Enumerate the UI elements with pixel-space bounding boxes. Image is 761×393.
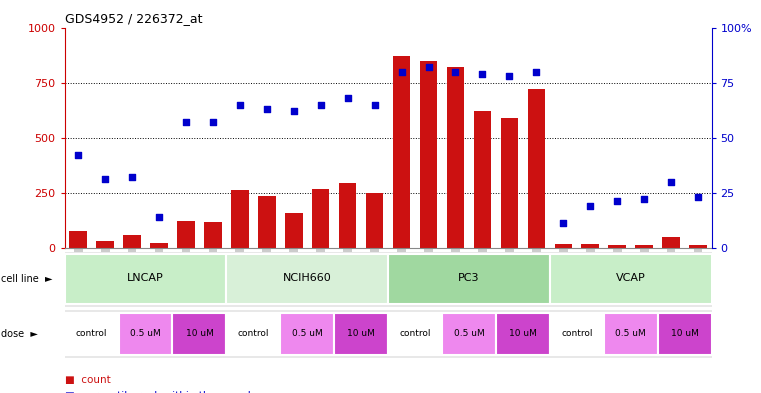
- Bar: [150, 243, 167, 248]
- Text: control: control: [237, 329, 269, 338]
- Point: [665, 178, 677, 185]
- Bar: [280, 313, 334, 355]
- Bar: [473, 111, 491, 248]
- Bar: [420, 61, 438, 248]
- Bar: [689, 245, 707, 248]
- Point: [557, 220, 569, 226]
- Bar: [258, 196, 275, 248]
- Text: control: control: [400, 329, 431, 338]
- Bar: [635, 245, 653, 248]
- Bar: [609, 245, 626, 248]
- Point: [638, 196, 650, 202]
- Text: LNCAP: LNCAP: [127, 273, 164, 283]
- Point: [396, 68, 408, 75]
- Text: 0.5 uM: 0.5 uM: [130, 329, 161, 338]
- Bar: [501, 118, 518, 248]
- Point: [692, 194, 704, 200]
- Bar: [231, 190, 249, 248]
- Point: [72, 152, 84, 158]
- Text: 10 uM: 10 uM: [347, 329, 375, 338]
- Bar: [366, 193, 384, 248]
- Point: [180, 119, 192, 125]
- Text: 10 uM: 10 uM: [670, 329, 699, 338]
- Point: [314, 101, 326, 108]
- Bar: [550, 254, 712, 304]
- Bar: [69, 231, 87, 248]
- Point: [503, 73, 515, 79]
- Point: [611, 198, 623, 204]
- Bar: [527, 89, 545, 248]
- Text: ■  percentile rank within the sample: ■ percentile rank within the sample: [65, 391, 256, 393]
- Point: [234, 101, 246, 108]
- Point: [126, 174, 139, 180]
- Bar: [447, 67, 464, 248]
- Text: 10 uM: 10 uM: [186, 329, 213, 338]
- Bar: [393, 56, 410, 248]
- Bar: [388, 254, 550, 304]
- Bar: [442, 313, 496, 355]
- Point: [450, 68, 462, 75]
- Point: [153, 214, 165, 220]
- Bar: [555, 244, 572, 248]
- Text: GDS4952 / 226372_at: GDS4952 / 226372_at: [65, 12, 202, 25]
- Point: [261, 106, 273, 112]
- Text: 0.5 uM: 0.5 uM: [292, 329, 323, 338]
- Text: PC3: PC3: [458, 273, 479, 283]
- Bar: [285, 213, 303, 248]
- Bar: [173, 313, 227, 355]
- Text: 10 uM: 10 uM: [509, 329, 537, 338]
- Text: 0.5 uM: 0.5 uM: [454, 329, 484, 338]
- Bar: [581, 244, 599, 248]
- Text: cell line  ►: cell line ►: [1, 274, 53, 284]
- Bar: [123, 235, 141, 248]
- Text: control: control: [561, 329, 593, 338]
- Bar: [65, 313, 119, 355]
- Bar: [312, 189, 330, 248]
- Text: VCAP: VCAP: [616, 273, 645, 283]
- Point: [99, 176, 111, 182]
- Point: [342, 95, 354, 101]
- Bar: [662, 237, 680, 248]
- Bar: [550, 313, 603, 355]
- Bar: [204, 222, 221, 248]
- Bar: [388, 313, 442, 355]
- Point: [422, 64, 435, 70]
- Bar: [603, 313, 658, 355]
- Text: 0.5 uM: 0.5 uM: [616, 329, 646, 338]
- Bar: [658, 313, 712, 355]
- Point: [476, 71, 489, 77]
- Point: [288, 108, 300, 114]
- Bar: [227, 254, 388, 304]
- Text: ■  count: ■ count: [65, 375, 110, 385]
- Text: dose  ►: dose ►: [1, 329, 37, 339]
- Bar: [119, 313, 173, 355]
- Bar: [496, 313, 550, 355]
- Text: NCIH660: NCIH660: [283, 273, 332, 283]
- Bar: [177, 221, 195, 248]
- Text: control: control: [76, 329, 107, 338]
- Bar: [334, 313, 388, 355]
- Bar: [65, 254, 227, 304]
- Point: [584, 203, 597, 209]
- Point: [207, 119, 219, 125]
- Bar: [339, 183, 356, 248]
- Point: [368, 101, 380, 108]
- Bar: [227, 313, 280, 355]
- Point: [530, 68, 543, 75]
- Bar: [97, 241, 114, 248]
